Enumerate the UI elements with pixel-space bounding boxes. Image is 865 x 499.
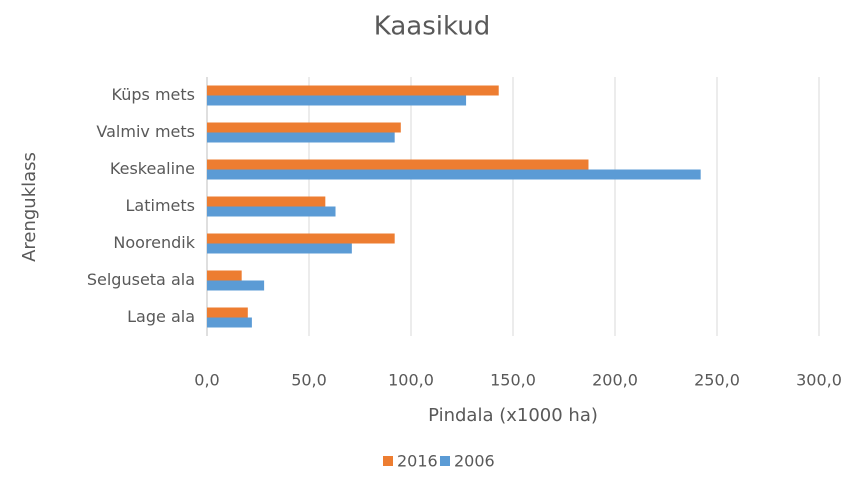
bar (207, 233, 395, 244)
legend-swatch (440, 456, 450, 466)
x-axis-title: Pindala (x1000 ha) (428, 405, 598, 426)
y-tick-label: Valmiv mets (96, 122, 195, 141)
y-axis-title: Arenguklass (19, 152, 40, 262)
x-tick-label: 100,0 (388, 371, 434, 390)
bar (207, 270, 242, 281)
bar (207, 280, 265, 291)
x-tick-label: 50,0 (291, 371, 327, 390)
y-tick-label: Lage ala (127, 307, 195, 326)
bar (207, 95, 467, 106)
legend-swatch (383, 456, 393, 466)
legend-label: 2006 (454, 452, 495, 471)
bar (207, 132, 395, 143)
x-tick-label: 300,0 (796, 371, 842, 390)
bar (207, 85, 499, 96)
bar (207, 169, 701, 180)
y-tick-label: Küps mets (112, 85, 195, 104)
bar (207, 317, 252, 328)
legend-label: 2016 (397, 452, 438, 471)
x-tick-label: 0,0 (194, 371, 219, 390)
bar (207, 307, 248, 318)
x-tick-label: 200,0 (592, 371, 638, 390)
bar (207, 122, 401, 133)
y-tick-label: Latimets (126, 196, 195, 215)
y-tick-label: Selguseta ala (87, 270, 195, 289)
x-tick-label: 250,0 (694, 371, 740, 390)
x-tick-label: 150,0 (490, 371, 536, 390)
bar (207, 159, 589, 170)
bar (207, 196, 326, 207)
y-tick-label: Noorendik (113, 233, 195, 252)
bar (207, 243, 352, 254)
chart-title: Kaasikud (374, 12, 490, 42)
y-tick-label: Keskealine (110, 159, 195, 178)
bar (207, 206, 336, 217)
